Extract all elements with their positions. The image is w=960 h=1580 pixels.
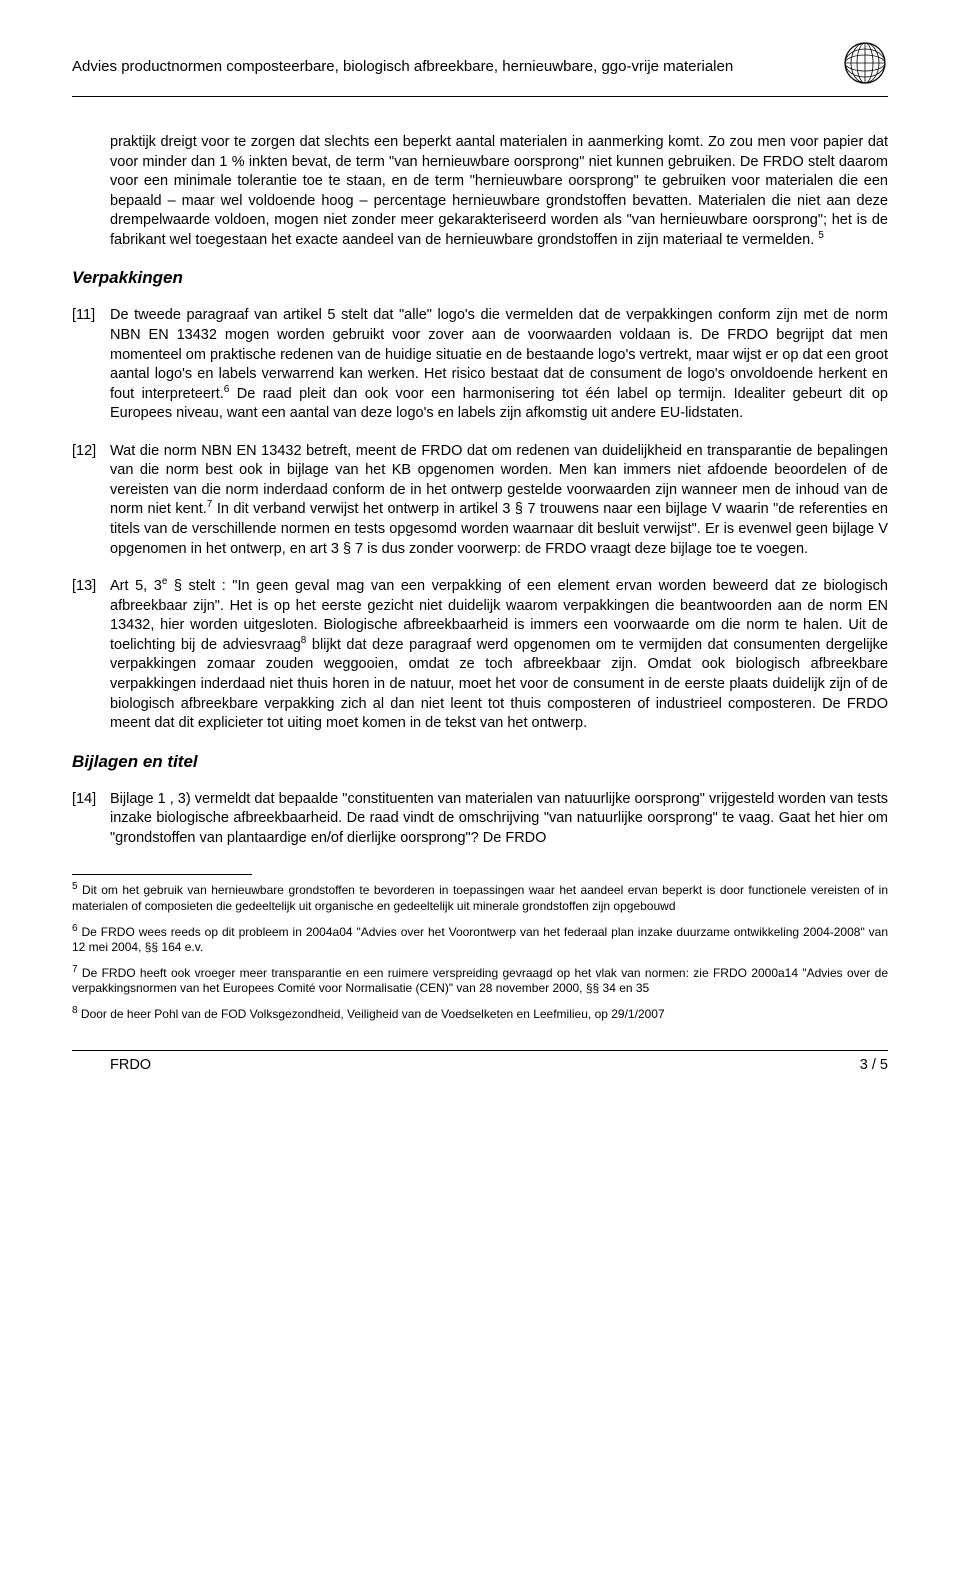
footnote-5-text: Dit om het gebruik van hernieuwbare gron… xyxy=(72,883,888,913)
item-14-body: Bijlage 1 , 3) vermeldt dat bepaalde "co… xyxy=(110,790,888,849)
footnote-7: 7 De FRDO heeft ook vroeger meer transpa… xyxy=(72,966,888,997)
footnote-6-text: De FRDO wees reeds op dit probleem in 20… xyxy=(72,925,888,955)
footer-right: 3 / 5 xyxy=(860,1057,888,1073)
item-13: [13] Art 5, 3e § stelt : "In geen geval … xyxy=(72,577,888,734)
item-11-label: [11] xyxy=(72,306,110,423)
footnote-7-text: De FRDO heeft ook vroeger meer transpara… xyxy=(72,966,888,996)
item-12-text-b: In dit verband verwijst het ontwerp in a… xyxy=(110,501,888,556)
footnote-ref-5: 5 xyxy=(818,230,824,241)
footnote-6: 6 De FRDO wees reeds op dit probleem in … xyxy=(72,925,888,956)
item-14-label: [14] xyxy=(72,790,110,849)
item-14: [14] Bijlage 1 , 3) vermeldt dat bepaald… xyxy=(72,790,888,849)
globe-icon xyxy=(842,40,888,92)
item-11: [11] De tweede paragraaf van artikel 5 s… xyxy=(72,306,888,423)
footnote-8: 8 Door de heer Pohl van de FOD Volksgezo… xyxy=(72,1007,888,1023)
heading-verpakkingen: Verpakkingen xyxy=(72,268,888,288)
item-13-body: Art 5, 3e § stelt : "In geen geval mag v… xyxy=(110,577,888,734)
intro-text: praktijk dreigt voor te zorgen dat slech… xyxy=(110,134,888,248)
footer-left: FRDO xyxy=(110,1057,151,1073)
item-13-label: [13] xyxy=(72,577,110,734)
item-12-body: Wat die norm NBN EN 13432 betreft, meent… xyxy=(110,442,888,559)
item-13-text-a: Art 5, 3 xyxy=(110,578,162,594)
item-11-body: De tweede paragraaf van artikel 5 stelt … xyxy=(110,306,888,423)
footer-separator xyxy=(72,1050,888,1051)
item-12-label: [12] xyxy=(72,442,110,559)
item-12: [12] Wat die norm NBN EN 13432 betreft, … xyxy=(72,442,888,559)
page: Advies productnormen composteerbare, bio… xyxy=(0,0,960,1580)
footnote-8-text: Door de heer Pohl van de FOD Volksgezond… xyxy=(78,1007,665,1021)
page-footer: FRDO 3 / 5 xyxy=(72,1057,888,1073)
heading-bijlagen: Bijlagen en titel xyxy=(72,752,888,772)
intro-paragraph: praktijk dreigt voor te zorgen dat slech… xyxy=(72,133,888,250)
footnotes-separator xyxy=(72,874,252,875)
header-title: Advies productnormen composteerbare, bio… xyxy=(72,58,733,75)
page-header: Advies productnormen composteerbare, bio… xyxy=(72,40,888,97)
footnote-5: 5 Dit om het gebruik van hernieuwbare gr… xyxy=(72,883,888,914)
